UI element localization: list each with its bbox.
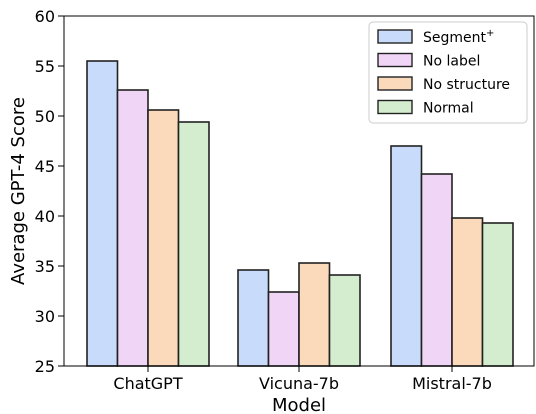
legend-swatch-2	[377, 76, 413, 91]
legend-label-2: No structure	[423, 77, 510, 93]
bar-2-1	[298, 262, 331, 367]
legend-label-3: Normal	[423, 101, 474, 117]
bars-group	[86, 60, 514, 367]
legend-label-1: No label	[423, 54, 480, 70]
y-tick-label-2: 35	[35, 257, 55, 276]
legend-box	[368, 21, 528, 124]
x-axis-label: Model	[272, 395, 326, 414]
x-tick-label-2: Mistral-7b	[412, 374, 492, 393]
legend-swatch-1	[377, 52, 413, 68]
legend-swatch-3	[377, 99, 413, 115]
bar-0-0	[86, 60, 119, 367]
y-tick-label-0: 25	[35, 357, 55, 376]
bar-3-2	[481, 222, 514, 367]
legend-swatch-0	[377, 29, 413, 44]
bar-3-0	[177, 121, 210, 367]
y-tick-label-1: 30	[35, 307, 55, 326]
y-axis: 25 30 35 40 45 50 55 60	[35, 7, 64, 376]
y-tick-label-6: 55	[35, 57, 55, 76]
bar-2-2	[451, 217, 484, 367]
x-axis: ChatGPT Vicuna-7b Mistral-7b	[113, 366, 492, 393]
bar-1-1	[267, 291, 300, 367]
y-tick-label-4: 45	[35, 157, 55, 176]
bar-0-2	[390, 145, 423, 367]
y-axis-label: Average GPT-4 Score	[8, 97, 29, 285]
legend: Segment+ No label No structure Normal	[368, 21, 528, 124]
bar-2-0	[147, 109, 180, 367]
y-tick-label-5: 50	[35, 107, 55, 126]
bar-3-1	[328, 274, 361, 367]
y-tick-label-7: 60	[35, 7, 55, 26]
y-tick-label-3: 40	[35, 207, 55, 226]
bar-1-0	[116, 89, 149, 367]
bar-1-2	[420, 173, 453, 367]
x-tick-label-0: ChatGPT	[113, 374, 182, 393]
x-tick-label-1: Vicuna-7b	[259, 374, 339, 393]
legend-label-0: Segment+	[423, 28, 494, 46]
bar-0-1	[237, 269, 270, 367]
